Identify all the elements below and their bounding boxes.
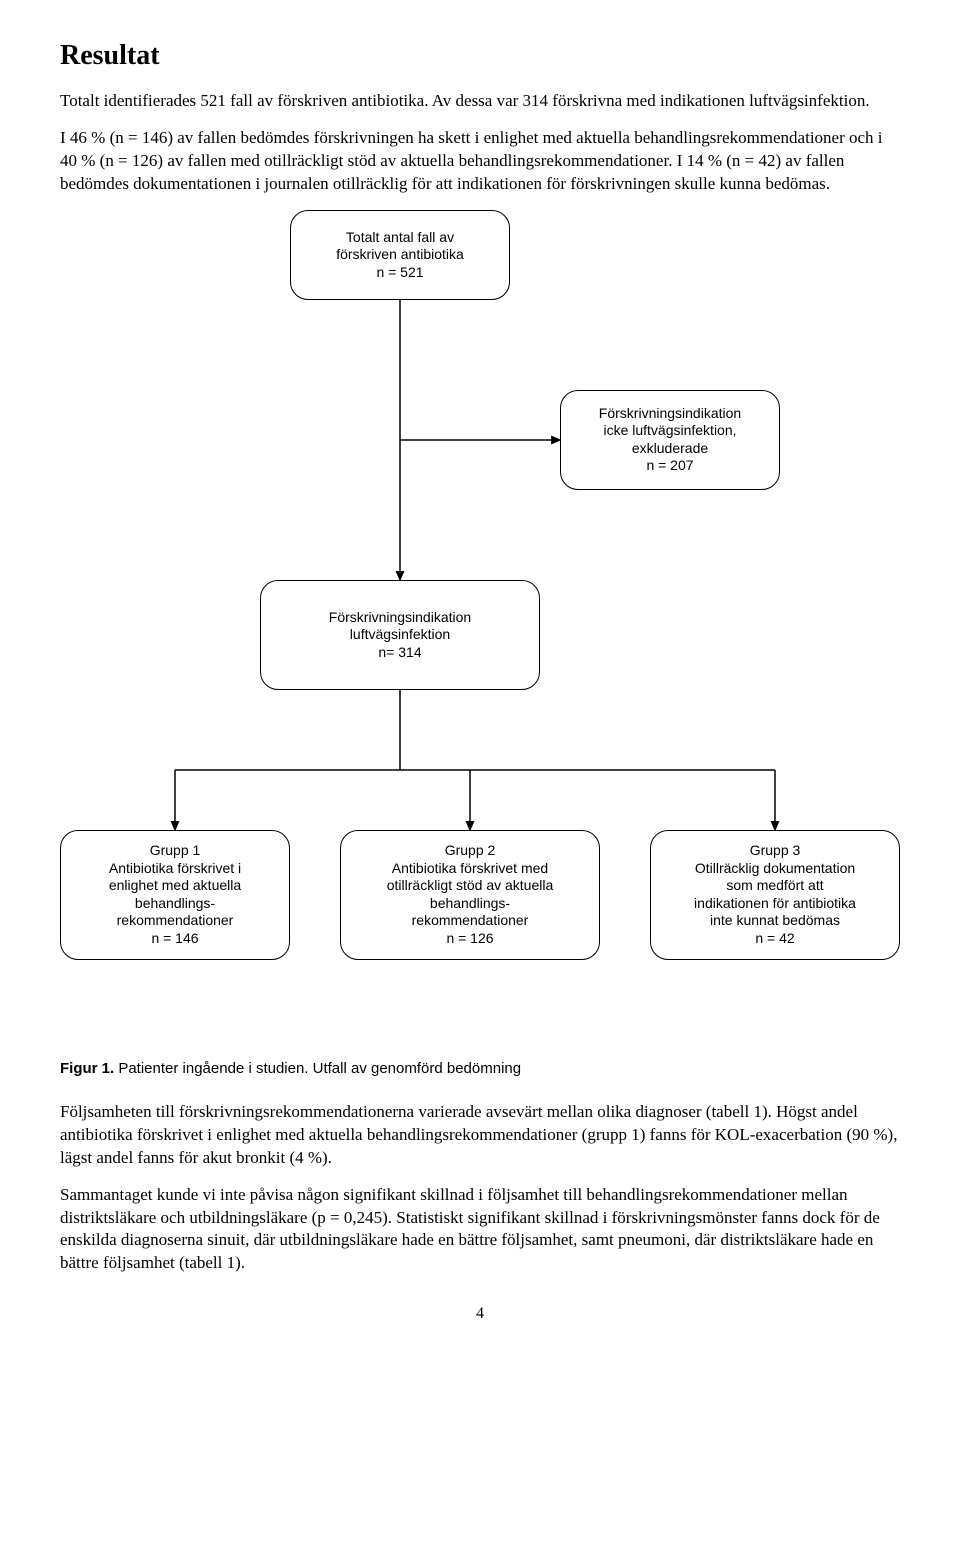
node-line: Totalt antal fall av xyxy=(303,229,497,247)
flow-node-group1: Grupp 1 Antibiotika förskrivet i enlighe… xyxy=(60,830,290,960)
node-line: Förskrivningsindikation xyxy=(273,609,527,627)
node-line: icke luftvägsinfektion, xyxy=(573,422,767,440)
node-line: n = 126 xyxy=(353,930,587,948)
node-line: luftvägsinfektion xyxy=(273,626,527,644)
node-line: enlighet med aktuella xyxy=(73,877,277,895)
figure-caption-text: Patienter ingående i studien. Utfall av … xyxy=(114,1060,521,1077)
section-heading: Resultat xyxy=(60,40,900,72)
node-line: otillräckligt stöd av aktuella xyxy=(353,877,587,895)
paragraph-intro-1: Totalt identifierades 521 fall av förskr… xyxy=(60,90,900,113)
node-header: Grupp 1 xyxy=(73,842,277,860)
flowchart: Totalt antal fall av förskriven antibiot… xyxy=(60,210,900,1050)
node-line: behandlings- xyxy=(73,895,277,913)
node-line: n = 146 xyxy=(73,930,277,948)
flow-node-total: Totalt antal fall av förskriven antibiot… xyxy=(290,210,510,300)
node-line: n = 42 xyxy=(663,930,887,948)
node-line: rekommendationer xyxy=(73,912,277,930)
node-line: som medfört att xyxy=(663,877,887,895)
node-line: rekommendationer xyxy=(353,912,587,930)
node-line: indikationen för antibiotika xyxy=(663,895,887,913)
paragraph-results-1: Följsamheten till förskrivningsrekommend… xyxy=(60,1101,900,1170)
node-header: Grupp 2 xyxy=(353,842,587,860)
node-line: n = 521 xyxy=(303,264,497,282)
flow-node-group3: Grupp 3 Otillräcklig dokumentation som m… xyxy=(650,830,900,960)
node-line: exkluderade xyxy=(573,440,767,458)
paragraph-results-2: Sammantaget kunde vi inte påvisa någon s… xyxy=(60,1184,900,1276)
flow-node-group2: Grupp 2 Antibiotika förskrivet med otill… xyxy=(340,830,600,960)
flow-node-excluded: Förskrivningsindikation icke luftvägsinf… xyxy=(560,390,780,490)
node-line: Antibiotika förskrivet i xyxy=(73,860,277,878)
node-header: Grupp 3 xyxy=(663,842,887,860)
node-line: inte kunnat bedömas xyxy=(663,912,887,930)
figure-caption: Figur 1. Patienter ingående i studien. U… xyxy=(60,1060,900,1077)
page-number: 4 xyxy=(60,1305,900,1323)
node-line: förskriven antibiotika xyxy=(303,246,497,264)
node-line: Antibiotika förskrivet med xyxy=(353,860,587,878)
paragraph-intro-2: I 46 % (n = 146) av fallen bedömdes förs… xyxy=(60,127,900,196)
node-line: Otillräcklig dokumentation xyxy=(663,860,887,878)
flow-node-lvi: Förskrivningsindikation luftvägsinfektio… xyxy=(260,580,540,690)
node-line: Förskrivningsindikation xyxy=(573,405,767,423)
figure-caption-label: Figur 1. xyxy=(60,1060,114,1077)
node-line: n= 314 xyxy=(273,644,527,662)
node-line: behandlings- xyxy=(353,895,587,913)
node-line: n = 207 xyxy=(573,457,767,475)
